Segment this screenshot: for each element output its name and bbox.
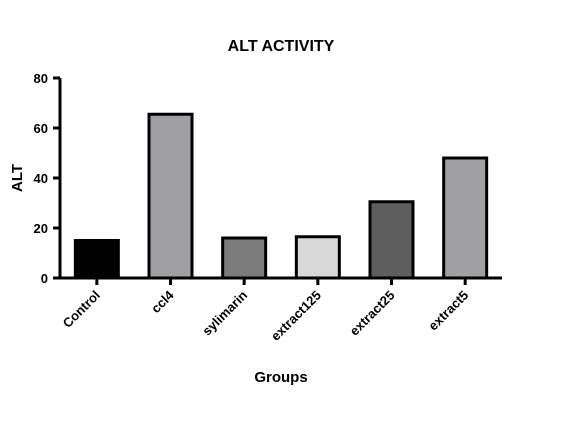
y-tick-label: 20 xyxy=(34,221,48,236)
bar-ccl4 xyxy=(147,112,194,280)
y-tick-label: 60 xyxy=(34,121,48,136)
x-ticks-group: Control ccl4 sylimarin extract125 extract25 e… xyxy=(60,278,471,344)
y-axis-label: ALT xyxy=(9,164,26,192)
x-tick-label: extract25 xyxy=(347,288,398,339)
bar-sylimarin xyxy=(221,236,268,280)
x-tick-label: extract125 xyxy=(268,288,324,344)
y-tick-label: 0 xyxy=(41,271,48,286)
x-tick-label: Control xyxy=(60,288,103,331)
bar-control xyxy=(73,239,120,280)
bar-extract5 xyxy=(442,156,489,280)
bar-extract125 xyxy=(294,235,341,280)
y-tick-label: 80 xyxy=(34,71,48,86)
x-tick-label: ccl4 xyxy=(148,287,177,316)
y-tick-label: 40 xyxy=(34,171,48,186)
x-axis-label: Groups xyxy=(254,369,307,386)
x-tick-label: sylimarin xyxy=(199,287,250,338)
y-ticks-group: 0 20 40 60 80 xyxy=(34,71,60,286)
x-tick-label: extract5 xyxy=(425,288,471,334)
chart-title: ALT ACTIVITY xyxy=(228,38,335,55)
bars-group xyxy=(73,112,489,280)
axes-group xyxy=(58,78,502,280)
bar-extract25 xyxy=(368,200,415,280)
